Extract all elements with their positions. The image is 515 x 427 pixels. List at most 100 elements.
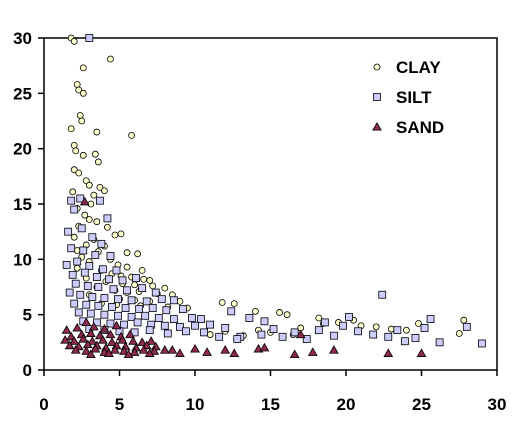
y-tick-label: 25	[13, 84, 32, 103]
silt-point	[345, 312, 353, 321]
silt-point	[94, 301, 103, 310]
silt-point	[462, 322, 471, 331]
silt-point	[182, 327, 190, 336]
sand-point	[307, 347, 318, 356]
silt-point	[245, 314, 254, 322]
sand-point	[81, 317, 92, 326]
silt-point	[120, 320, 128, 329]
silt-point	[148, 304, 157, 312]
sand-point	[105, 329, 116, 339]
legend-marker-sand	[372, 121, 382, 131]
sand-point	[85, 328, 96, 338]
clay-point	[70, 233, 78, 241]
silt-point	[88, 233, 97, 242]
silt-point	[100, 310, 109, 319]
silt-point	[68, 270, 77, 279]
silt-point	[369, 330, 378, 339]
clay-point	[372, 323, 380, 331]
x-tick-label: 15	[261, 395, 280, 414]
silt-point	[200, 328, 208, 337]
sand-point	[167, 345, 178, 354]
silt-point	[71, 279, 80, 288]
silt-point	[132, 274, 141, 283]
silt-point	[151, 288, 160, 297]
sand-point	[202, 347, 212, 356]
sand-point	[88, 321, 99, 331]
silt-point	[135, 305, 144, 314]
silt-point	[162, 306, 171, 315]
silt-point	[80, 268, 89, 277]
clay-point	[70, 166, 78, 174]
x-tick-label: 20	[337, 395, 356, 414]
clay-point	[218, 299, 226, 306]
clay-point	[402, 326, 410, 334]
sand-point	[87, 336, 98, 345]
silt-point	[302, 335, 311, 343]
silt-point	[169, 315, 178, 323]
silt-point	[85, 262, 94, 270]
sand-point	[78, 334, 89, 343]
clay-point	[94, 158, 102, 166]
silt-point	[145, 326, 154, 335]
silt-point	[138, 284, 147, 293]
silt-point	[62, 260, 71, 269]
axes-layer: 0 5 10 15 20 25 30 0 5 10 15 20 25 30	[13, 29, 506, 414]
sand-point	[128, 336, 138, 345]
silt-point	[160, 321, 169, 330]
silt-point	[86, 309, 95, 318]
silt-point	[163, 329, 172, 338]
y-tick-label: 10	[13, 250, 32, 269]
silt-point	[123, 286, 131, 295]
silt-point	[215, 332, 224, 341]
sand-point	[117, 335, 128, 344]
points-layer	[60, 34, 486, 359]
silt-point	[197, 315, 205, 323]
clay-point	[75, 169, 83, 177]
clay-point	[96, 183, 104, 191]
silt-point	[330, 331, 338, 340]
clay-point	[131, 281, 139, 289]
silt-point	[320, 318, 329, 327]
sand-point	[416, 348, 427, 357]
sand-point	[61, 325, 72, 334]
clay-point	[93, 218, 101, 226]
silt-point	[435, 338, 444, 347]
silt-point	[106, 252, 115, 260]
clay-point	[123, 249, 131, 257]
silt-point	[70, 299, 79, 308]
silt-point	[393, 326, 402, 335]
y-tick-label: 20	[13, 140, 32, 159]
sand-point	[220, 345, 231, 354]
sand-point	[79, 196, 90, 206]
legend-marker-silt	[373, 93, 381, 101]
silt-point	[384, 332, 393, 341]
clay-point	[69, 188, 77, 196]
silt-point	[233, 335, 242, 343]
silt-point	[314, 326, 323, 335]
sand-point	[64, 340, 75, 350]
y-tick-label: 0	[23, 361, 32, 380]
clay-point	[176, 297, 184, 305]
sand-point	[259, 342, 270, 352]
silt-point	[92, 318, 101, 327]
clay-point	[70, 141, 78, 149]
silt-point	[92, 273, 101, 281]
silt-point	[97, 239, 106, 248]
sand-point	[90, 343, 101, 353]
clay-point	[79, 89, 87, 97]
sand-point	[98, 335, 108, 344]
sand-point	[129, 347, 140, 356]
clay-point	[161, 284, 169, 292]
silt-point	[477, 339, 486, 348]
clay-point	[79, 151, 87, 159]
clay-point	[123, 263, 131, 271]
silt-point	[91, 251, 100, 259]
legend: CLAY SILT SAND	[372, 58, 444, 137]
silt-point	[114, 311, 122, 320]
silt-point	[74, 308, 83, 317]
silt-point	[339, 321, 347, 330]
clay-point	[90, 191, 98, 199]
silt-point	[420, 324, 429, 332]
clay-point	[85, 216, 93, 223]
